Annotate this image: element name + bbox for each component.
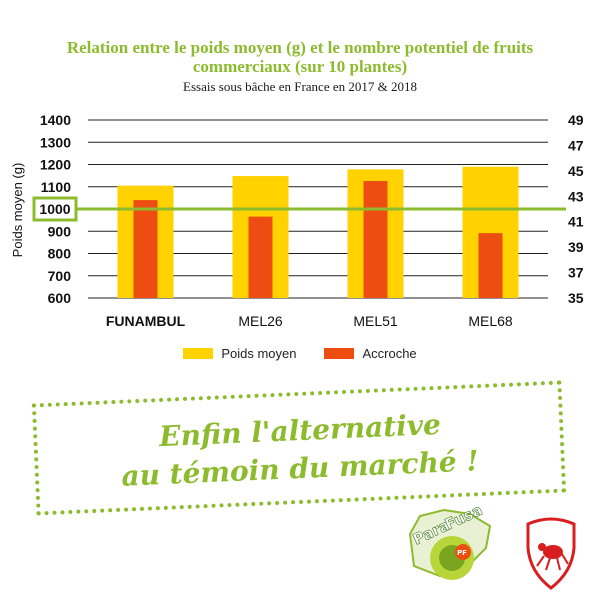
y-tick-label: 900 [48,223,72,239]
legend-swatch-accroche [324,348,355,359]
bar-accroche [363,181,388,298]
bar-accroche [248,216,273,298]
y-tick-label: 600 [48,290,72,306]
y2-tick-label: 47 [568,137,584,153]
y-tick-label: 800 [48,246,72,262]
y-tick-label: 1100 [41,179,72,195]
legend-swatch-poids [183,348,214,359]
y2-tick-label: 41 [568,214,584,230]
y-tick-label: 1400 [40,112,71,128]
legend-item-poids: Poids moyen [183,346,296,361]
x-tick-label: MEL26 [238,313,283,329]
y-axis-label: Poids moyen (g) [10,163,25,258]
y2-tick-label: 49 [568,112,584,128]
y2-tick-label: 37 [568,265,584,281]
y2-tick-label: 45 [568,163,584,179]
y-tick-label: 1200 [40,157,71,173]
chart-title-line1: Relation entre le poids moyen (g) et le … [66,38,534,57]
y2-tick-label: 43 [568,188,584,204]
y2-tick-label: 39 [568,239,584,255]
bar-accroche [133,200,158,298]
x-tick-label: FUNAMBUL [106,313,186,329]
chart-title-line2: commerciaux (sur 10 plantes) [192,57,408,76]
legend-item-accroche: Accroche [324,346,417,361]
chart-legend: Poids moyen Accroche [0,346,600,361]
reference-label-box [32,196,78,222]
bar-accroche [478,233,503,298]
chart-subtitle: Essais sous bâche en France en 2017 & 20… [183,79,417,94]
x-tick-label: MEL51 [353,313,398,329]
legend-label-poids: Poids moyen [221,346,297,361]
y2-tick-label: 35 [568,290,584,306]
y-tick-label: 700 [48,268,72,284]
legend-label-accroche: Accroche [362,346,417,361]
x-tick-label: MEL68 [468,313,513,329]
y-tick-label: 1300 [40,134,71,150]
reference-label: 1000 [39,201,70,217]
